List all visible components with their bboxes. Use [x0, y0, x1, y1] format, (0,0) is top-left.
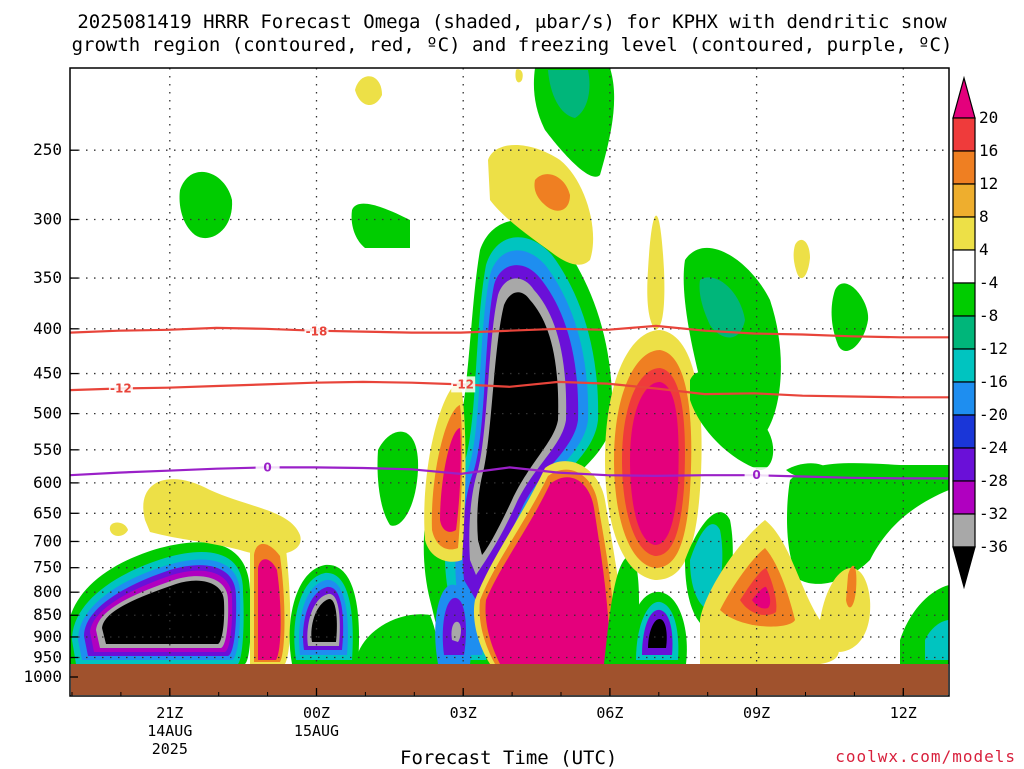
x-tick-label: 21Z: [156, 704, 183, 722]
colorbar-segment: [952, 480, 976, 515]
omega-pink-midlevel-2: [605, 215, 702, 580]
colorbar-label: -28: [979, 471, 1008, 490]
y-axis: 250 300 350 400 450 500 550 600 650 700 750 800 850 9…: [23, 140, 78, 686]
contour-label: 0: [263, 460, 271, 474]
omega-blob-3: [289, 564, 360, 664]
omega-green-right-mid: [787, 463, 949, 584]
y-tick-label: 800: [33, 582, 62, 601]
colorbar-label: -32: [979, 504, 1008, 523]
y-tick-label: 600: [33, 473, 62, 492]
colorbar-segment: [952, 216, 976, 251]
colorbar-segment: [952, 381, 976, 416]
colorbar-bottom-triangle: [952, 546, 976, 590]
colorbar-label: -20: [979, 405, 1008, 424]
omega-blob-1: [70, 542, 251, 664]
contour-label: 0: [752, 468, 760, 482]
omega-pink-lowlevel: [473, 461, 625, 664]
colorbar-label: -36: [979, 537, 1008, 556]
chart-title-line-2: growth region (contoured, red, ºC) and f…: [71, 34, 953, 56]
x-tick-label: 12Z: [890, 704, 917, 722]
y-tick-label: 500: [33, 404, 62, 423]
y-tick-label: 950: [33, 648, 62, 667]
y-tick-label: 650: [33, 503, 62, 522]
y-tick-label: 300: [33, 209, 62, 228]
y-tick-label: 400: [33, 319, 62, 338]
y-tick-label: 550: [33, 440, 62, 459]
omega-blob-2: [250, 525, 291, 664]
omega-shading: [70, 68, 949, 664]
y-tick-label: 700: [33, 531, 62, 550]
colorbar-label: -8: [979, 306, 998, 325]
contour-label-bg: [451, 376, 476, 393]
colorbar-label: 8: [979, 207, 989, 226]
colorbar-label: 12: [979, 174, 998, 193]
ground-surface: [71, 664, 948, 695]
contour-label-bg: [304, 323, 329, 340]
contours: -18 -12 -12 0 0: [69, 323, 949, 484]
x-tick-sublabel: 15AUG: [294, 722, 339, 740]
colorbar-top-triangle: [952, 75, 976, 119]
colorbar-segment: [952, 315, 976, 350]
omega-green-upper-1: [179, 171, 233, 239]
chart-title-line-1: 2025081419 HRRR Forecast Omega (shaded, …: [77, 11, 947, 33]
colorbar-segment: [952, 282, 976, 317]
y-tick-label: 450: [33, 364, 62, 383]
y-tick-label: 750: [33, 558, 62, 577]
grid: [70, 68, 949, 664]
contour-label-bg: [255, 459, 280, 476]
x-tick-label: 00Z: [303, 704, 330, 722]
colorbar-label: -24: [979, 438, 1008, 457]
colorbar-segment: [952, 348, 976, 383]
colorbar-segment: [952, 447, 976, 482]
y-tick-label: 350: [33, 268, 62, 287]
x-tick-label: 03Z: [450, 704, 477, 722]
x-tick-year: 2025: [152, 740, 188, 758]
colorbar-segment: [952, 117, 976, 152]
contour-label-bg: [744, 467, 769, 484]
contour-line: [69, 324, 949, 339]
colorbar-segment: [952, 183, 976, 218]
contour-label: -12: [452, 377, 474, 391]
colorbar-label: -12: [979, 339, 1008, 358]
colorbar-label: -4: [979, 273, 998, 292]
source-credit[interactable]: coolwx.com/models: [835, 747, 1016, 766]
x-tick-label: 06Z: [596, 704, 623, 722]
colorbar-label: -16: [979, 372, 1008, 391]
colorbar: 20 16 12 8 4 -4 -8 -12 -16 -20 -24 -28 -32 -36: [952, 75, 1008, 590]
colorbar-segment: [952, 513, 976, 548]
omega-yellow-upper-mid: [488, 145, 594, 265]
contour-line: [69, 466, 949, 480]
x-axis-label: Forecast Time (UTC): [400, 747, 618, 769]
y-tick-label: 250: [33, 140, 62, 159]
y-tick-label: 850: [33, 605, 62, 624]
contour-line: [69, 380, 949, 399]
x-tick-label: 09Z: [743, 704, 770, 722]
y-tick-label: 1000: [23, 667, 62, 686]
colorbar-label: 4: [979, 240, 989, 259]
plot-frame: [69, 67, 950, 697]
y-tick-label: 900: [33, 627, 62, 646]
x-tick-sublabel: 14AUG: [147, 722, 192, 740]
contour-label: -12: [110, 381, 132, 395]
colorbar-segment: [952, 414, 976, 449]
contour-label-bg: [108, 380, 133, 397]
colorbar-label: 16: [979, 141, 998, 160]
colorbar-segment: [952, 249, 976, 284]
contour-label: -18: [306, 325, 328, 339]
colorbar-segment: [952, 150, 976, 185]
colorbar-label: 20: [979, 108, 998, 127]
